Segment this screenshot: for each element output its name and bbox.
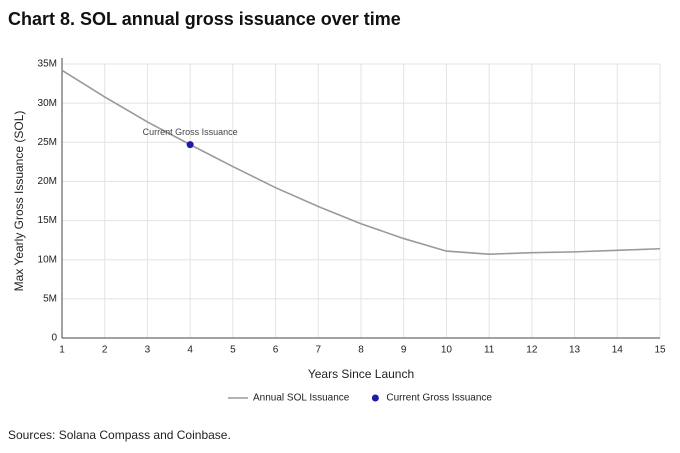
x-tick-label: 4	[187, 345, 193, 356]
point	[186, 141, 194, 149]
x-tick-label: 6	[273, 345, 279, 356]
legend-label: Annual SOL Issuance	[253, 393, 350, 404]
y-tick-label: 0	[51, 333, 57, 344]
y-tick-label: 25M	[38, 137, 57, 148]
x-axis-label: Years Since Launch	[308, 367, 414, 381]
chart-title: Chart 8. SOL annual gross issuance over …	[8, 9, 401, 29]
y-tick-label: 30M	[38, 98, 57, 109]
x-tick-label: 12	[526, 345, 538, 356]
legend-label: Current Gross Issuance	[386, 393, 492, 404]
x-tick-label: 3	[145, 345, 151, 356]
x-tick-label: 14	[612, 345, 624, 356]
x-tick-label: 2	[102, 345, 108, 356]
y-tick-label: 15M	[38, 215, 57, 226]
x-tick-label: 13	[569, 345, 581, 356]
x-tick-label: 8	[358, 345, 364, 356]
line-series	[61, 69, 661, 256]
x-tick-label: 1	[59, 345, 65, 356]
source: Sources: Solana Compass and Coinbase.	[8, 428, 231, 442]
legend-swatch	[371, 394, 379, 402]
x-tick-label: 15	[654, 345, 666, 356]
x-tick-label: 11	[484, 345, 495, 356]
y-tick-label: 10M	[38, 254, 57, 265]
y-tick-label: 35M	[38, 59, 57, 70]
y-tick-label: 5M	[43, 293, 57, 304]
x-tick-label: 9	[401, 345, 407, 356]
annotation: Current Gross Issuance	[143, 127, 238, 137]
y-axis-label: Max Yearly Gross Issuance (SOL)	[12, 111, 26, 292]
x-tick-label: 5	[230, 345, 236, 356]
x-tick-label: 10	[441, 345, 453, 356]
x-tick-label: 7	[316, 345, 322, 356]
y-tick-label: 20M	[38, 176, 57, 187]
